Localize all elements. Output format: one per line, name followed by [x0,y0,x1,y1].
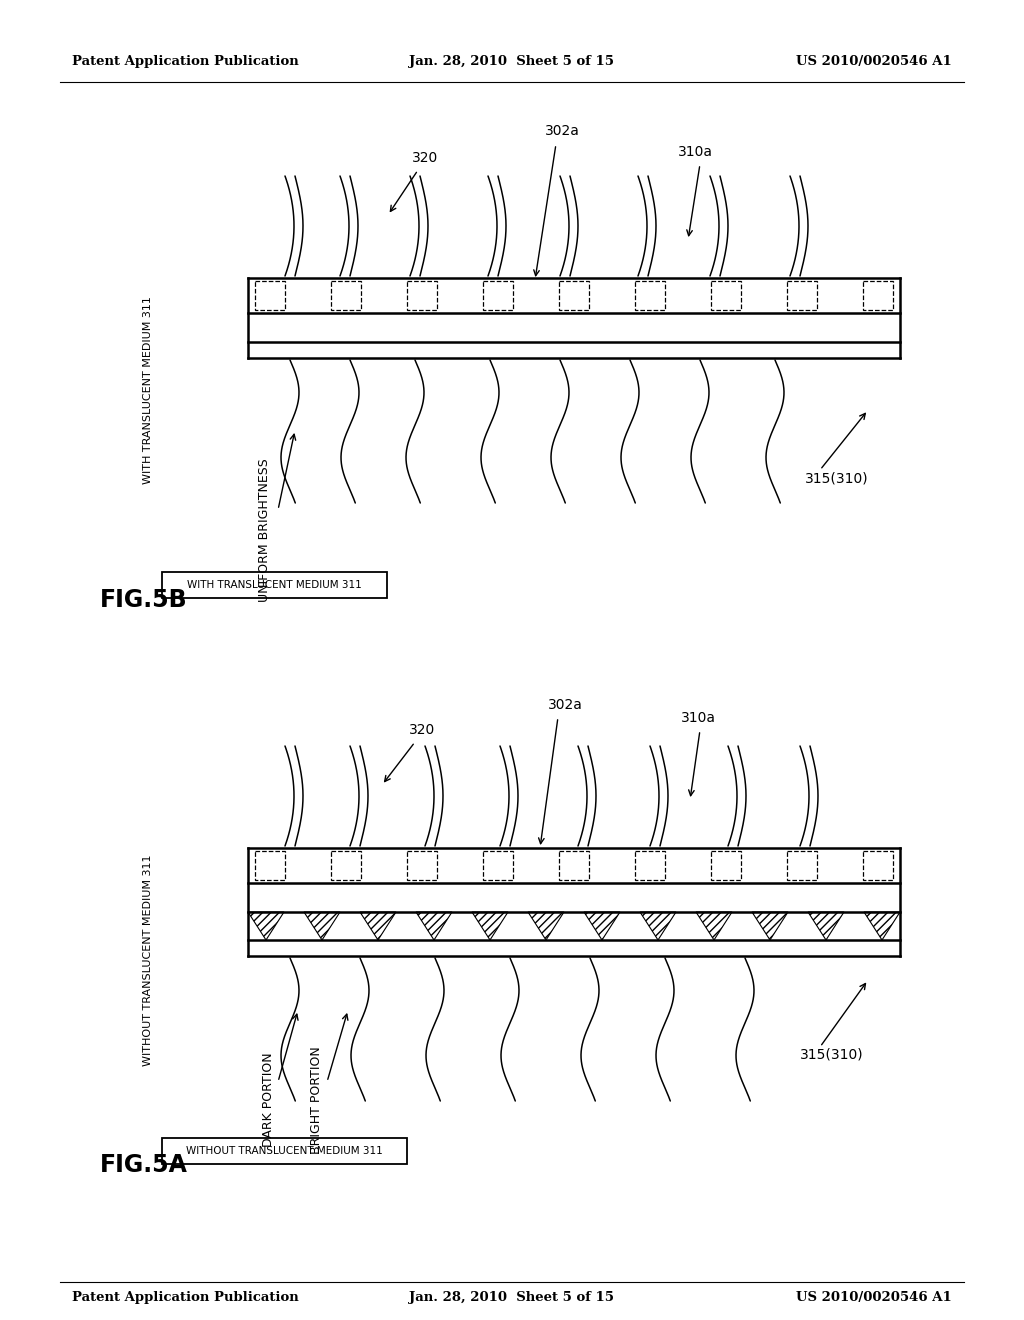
Bar [162,1138,407,1164]
Bar [255,281,285,310]
Polygon shape [584,912,620,940]
Bar [635,851,665,880]
Text: Patent Application Publication: Patent Application Publication [72,1291,299,1304]
Bar [162,572,387,598]
Text: 302a: 302a [548,698,583,711]
Polygon shape [640,912,676,940]
Bar [331,851,361,880]
Bar [711,281,741,310]
Polygon shape [360,912,396,940]
Text: US 2010/0020546 A1: US 2010/0020546 A1 [797,1291,952,1304]
Text: UNIFORM BRIGHTNESS: UNIFORM BRIGHTNESS [258,458,271,602]
Bar [863,281,893,310]
Bar [559,281,589,310]
Bar [407,281,437,310]
Text: FIG.5A: FIG.5A [100,1152,187,1177]
Text: Jan. 28, 2010  Sheet 5 of 15: Jan. 28, 2010 Sheet 5 of 15 [410,1291,614,1304]
Polygon shape [696,912,732,940]
Text: 320: 320 [412,150,438,165]
Text: 320: 320 [409,723,435,737]
Bar [559,851,589,880]
Text: Jan. 28, 2010  Sheet 5 of 15: Jan. 28, 2010 Sheet 5 of 15 [410,55,614,69]
Polygon shape [808,912,844,940]
Bar [407,851,437,880]
Bar [483,281,513,310]
Text: Patent Application Publication: Patent Application Publication [72,55,299,69]
Polygon shape [528,912,564,940]
Text: 302a: 302a [545,124,580,139]
Polygon shape [864,912,900,940]
Bar [787,851,817,880]
Text: DARK PORTION: DARK PORTION [262,1052,275,1147]
Bar [863,851,893,880]
Text: 310a: 310a [681,711,716,725]
Text: 310a: 310a [678,145,713,158]
Text: BRIGHT PORTION: BRIGHT PORTION [310,1047,323,1154]
Text: 315(310): 315(310) [800,1048,863,1063]
Text: WITHOUT TRANSLUCENT MEDIUM 311: WITHOUT TRANSLUCENT MEDIUM 311 [143,854,153,1065]
Bar [255,851,285,880]
Polygon shape [248,912,284,940]
Text: WITH TRANSLUCENT MEDIUM 311: WITH TRANSLUCENT MEDIUM 311 [143,296,153,484]
Polygon shape [304,912,340,940]
Text: WITHOUT TRANSLUCENT MEDIUM 311: WITHOUT TRANSLUCENT MEDIUM 311 [186,1146,383,1156]
Polygon shape [416,912,452,940]
Text: WITH TRANSLUCENT MEDIUM 311: WITH TRANSLUCENT MEDIUM 311 [187,579,361,590]
Text: US 2010/0020546 A1: US 2010/0020546 A1 [797,55,952,69]
Bar [635,281,665,310]
Bar [787,281,817,310]
Bar [711,851,741,880]
Bar [483,851,513,880]
Bar [331,281,361,310]
Polygon shape [472,912,508,940]
Text: FIG.5B: FIG.5B [100,587,187,612]
Polygon shape [752,912,788,940]
Text: 315(310): 315(310) [805,471,868,484]
